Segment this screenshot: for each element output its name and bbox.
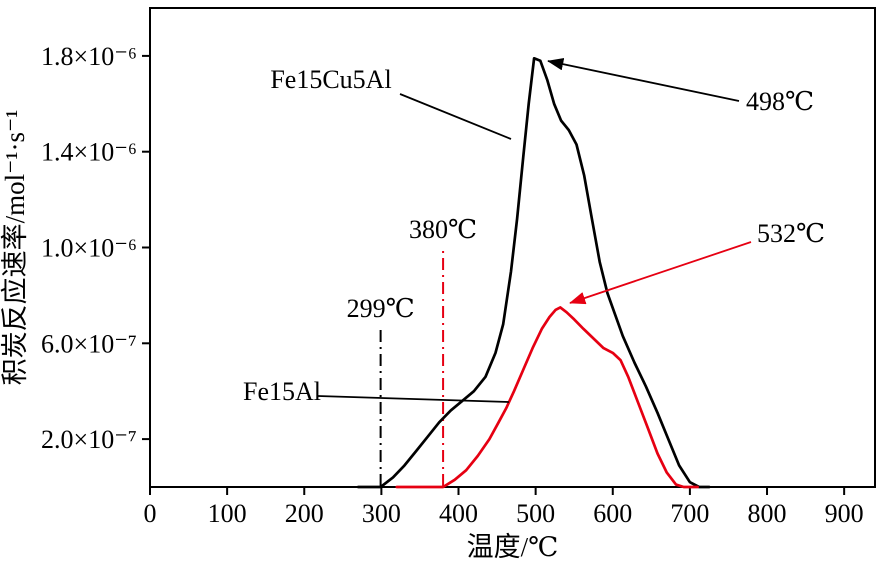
x-tick-label: 900 bbox=[825, 499, 864, 528]
annotation-series-label-red: Fe15Al bbox=[243, 377, 321, 406]
annotation-series-label-black: Fe15Cu5Al bbox=[270, 65, 391, 94]
y-tick-label: 2.0×10⁻⁷ bbox=[41, 425, 137, 454]
ref-label-380c: 380℃ bbox=[409, 215, 477, 244]
x-tick-label: 200 bbox=[285, 499, 324, 528]
x-axis-title: 温度/℃ bbox=[467, 532, 559, 562]
annotation-line-series-label-red bbox=[317, 395, 510, 403]
annotation-line-peak-black bbox=[547, 57, 740, 102]
x-tick-label: 300 bbox=[362, 499, 401, 528]
y-axis-title: 积炭反应速率/mol⁻¹·s⁻¹ bbox=[0, 110, 30, 386]
x-tick-label: 800 bbox=[748, 499, 787, 528]
ref-label-299c: 299℃ bbox=[347, 294, 415, 323]
x-tick-label: 500 bbox=[516, 499, 555, 528]
y-tick-label: 1.0×10⁻⁶ bbox=[41, 234, 137, 263]
series-line-fe15al bbox=[395, 306, 699, 489]
y-tick-label: 6.0×10⁻⁷ bbox=[41, 329, 137, 358]
annotation-peak-black: 498℃ bbox=[746, 87, 814, 116]
x-tick-label: 700 bbox=[670, 499, 709, 528]
x-tick-label: 400 bbox=[439, 499, 478, 528]
x-tick-label: 100 bbox=[208, 499, 247, 528]
x-tick-label: 600 bbox=[593, 499, 632, 528]
annotation-line-peak-red bbox=[569, 241, 752, 305]
y-tick-label: 1.8×10⁻⁶ bbox=[41, 42, 137, 71]
annotation-peak-red: 532℃ bbox=[757, 219, 825, 248]
series-line-fe15cu5al bbox=[356, 56, 711, 489]
y-tick-label: 1.4×10⁻⁶ bbox=[41, 138, 137, 167]
x-tick-label: 0 bbox=[144, 499, 157, 528]
annotation-line-series-label-black bbox=[399, 93, 512, 140]
